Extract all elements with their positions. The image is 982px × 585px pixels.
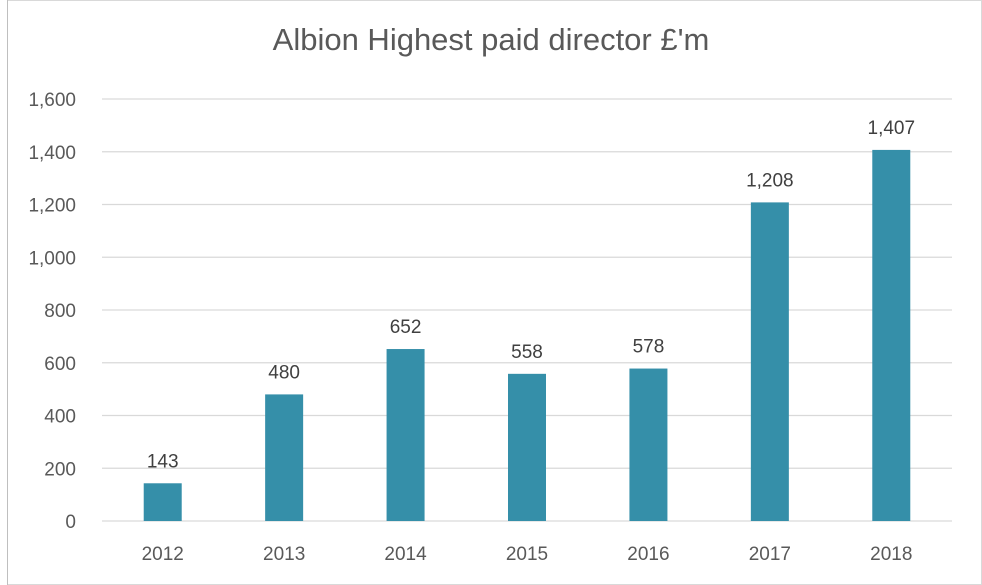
y-tick-label: 600 [44,354,76,375]
y-tick-label: 0 [65,512,76,533]
x-tick-label: 2013 [263,544,305,565]
bar [143,483,182,521]
data-label: 558 [511,342,543,363]
sheet-edge [0,0,8,585]
data-label: 1,208 [746,170,794,191]
x-tick-label: 2016 [627,544,669,565]
data-label: 652 [390,317,422,338]
y-tick-label: 1,400 [28,143,76,164]
data-label: 578 [633,337,665,358]
y-tick-label: 1,000 [28,248,76,269]
x-tick-label: 2012 [142,544,184,565]
data-label: 480 [268,362,300,383]
y-tick-label: 1,200 [28,196,76,217]
x-tick-label: 2014 [384,544,427,565]
y-tick-label: 200 [44,459,76,480]
x-tick-label: 2018 [870,544,912,565]
data-label: 143 [147,451,179,472]
bar [508,373,546,521]
bar [872,149,911,521]
y-tick-label: 800 [44,301,76,322]
x-tick-label: 2015 [506,544,548,565]
bar [629,368,668,521]
data-label: 1,407 [868,118,916,139]
chart-title: Albion Highest paid director £'m [272,22,710,57]
x-tick-label: 2017 [749,544,791,565]
bar [750,202,789,521]
y-tick-label: 1,600 [28,90,76,111]
y-tick-label: 400 [44,407,76,428]
bar [265,394,304,521]
bar [386,349,425,521]
